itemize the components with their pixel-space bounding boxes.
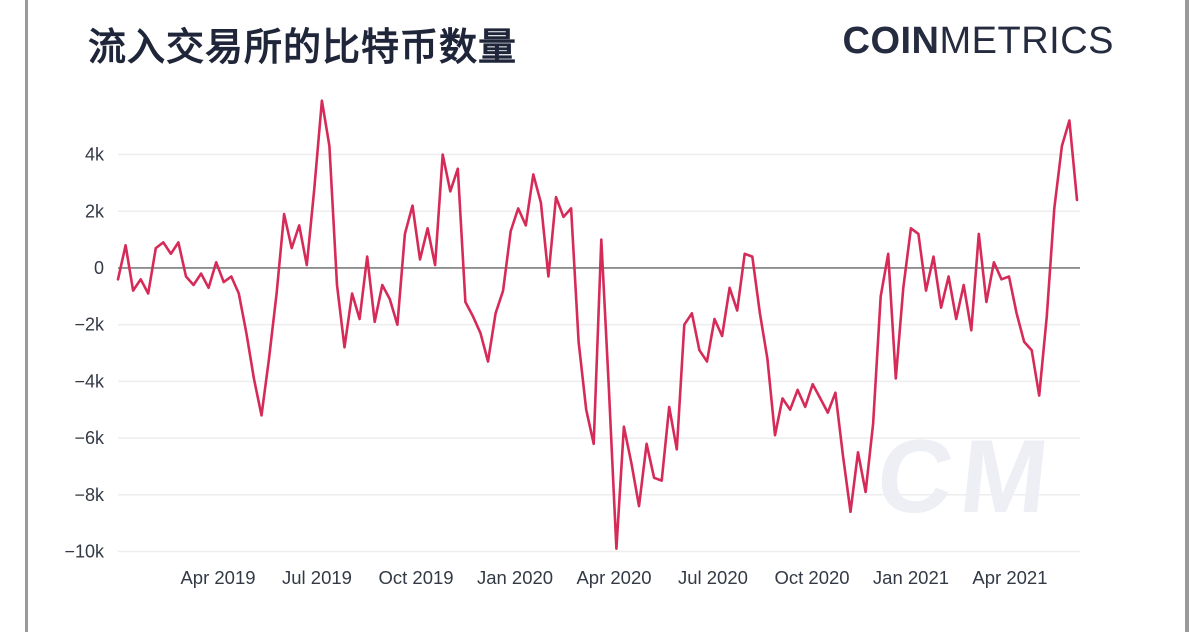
y-tick-label: 2k xyxy=(85,201,105,221)
x-tick-label: Oct 2020 xyxy=(774,567,849,588)
logo-metrics: METRICS xyxy=(939,20,1114,62)
coinmetrics-logo: COINMETRICS xyxy=(843,20,1115,63)
y-tick-label: −2k xyxy=(74,315,105,335)
y-tick-label: −8k xyxy=(74,485,105,505)
x-tick-label: Apr 2020 xyxy=(576,567,651,588)
x-tick-label: Jan 2021 xyxy=(873,567,949,588)
x-tick-label: Apr 2019 xyxy=(180,567,255,588)
x-tick-label: Oct 2019 xyxy=(379,567,454,588)
y-tick-label: −10k xyxy=(64,541,105,561)
page-title: 流入交易所的比特币数量 xyxy=(88,27,518,69)
left-edge-rule xyxy=(25,0,28,632)
coinmetrics-watermark-icon: CM xyxy=(872,419,1062,535)
series-line xyxy=(116,99,1079,551)
y-tick-label: −6k xyxy=(74,428,105,448)
y-tick-label: 0 xyxy=(94,258,104,278)
logo-coin: COIN xyxy=(842,20,940,62)
x-tick-label: Jan 2020 xyxy=(477,567,553,588)
x-tick-label: Apr 2021 xyxy=(972,567,1047,588)
y-tick-label: −4k xyxy=(74,371,105,391)
x-tick-label: Jul 2019 xyxy=(282,567,352,588)
header: 流入交易所的比特币数量 COINMETRICS xyxy=(88,14,1150,69)
y-tick-label: 4k xyxy=(85,145,105,165)
right-edge-rule xyxy=(1185,0,1189,632)
x-tick-label: Jul 2020 xyxy=(678,567,748,588)
